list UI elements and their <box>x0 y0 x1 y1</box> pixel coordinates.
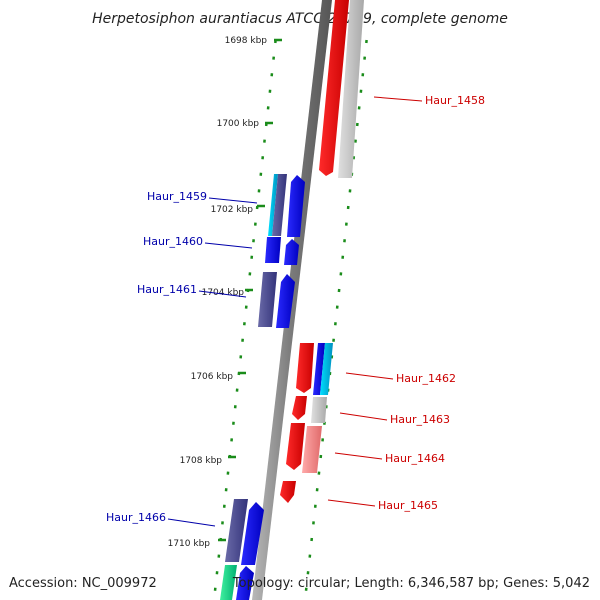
accession-text: Accession: NC_009972 <box>9 576 157 591</box>
reverse-strand-genes <box>220 174 305 600</box>
genome-summary-text: Topology: circular; Length: 6,346,587 bp… <box>232 576 590 591</box>
gene-label-haur-1461[interactable]: Haur_1461 <box>137 283 197 296</box>
gene-block-haur-1461[interactable] <box>258 272 277 327</box>
tick-label: 1704 kbp <box>202 288 245 298</box>
forward-gene-labels: Haur_1458 Haur_1462 Haur_1463 Haur_1464 … <box>327 94 485 512</box>
gene-arrow-haur-1459[interactable] <box>287 175 305 237</box>
gene-arrow-haur-1462[interactable] <box>296 343 314 393</box>
tick-label: 1702 kbp <box>211 205 254 215</box>
gene-label-haur-1462[interactable]: Haur_1462 <box>396 372 456 385</box>
gene-block-haur-1466[interactable] <box>225 499 248 562</box>
gene-label-haur-1463[interactable]: Haur_1463 <box>390 413 450 426</box>
gene-block-haur-1459[interactable] <box>272 174 287 236</box>
gene-label-haur-1465[interactable]: Haur_1465 <box>378 499 438 512</box>
reverse-gene-labels: Haur_1459 Haur_1460 Haur_1461 Haur_1466 <box>106 190 258 527</box>
leader-line <box>373 96 423 102</box>
gene-block-haur-1463[interactable] <box>311 397 327 423</box>
gene-block-haur-1462-blue[interactable] <box>313 343 325 395</box>
tick-label: 1700 kbp <box>217 119 260 129</box>
tick-label: 1710 kbp <box>168 539 211 549</box>
gene-label-haur-1460[interactable]: Haur_1460 <box>143 235 203 248</box>
leader-line <box>167 518 216 527</box>
gene-arrow-haur-1464[interactable] <box>286 423 305 470</box>
tick-label: 1708 kbp <box>180 456 223 466</box>
leader-line <box>345 372 394 380</box>
gene-arrow-bottom[interactable] <box>236 566 254 600</box>
gene-label-haur-1459[interactable]: Haur_1459 <box>147 190 207 203</box>
leader-line <box>334 452 383 460</box>
gene-arrow-haur-1465[interactable] <box>280 481 296 503</box>
gene-arrow-haur-1461[interactable] <box>276 274 295 328</box>
gene-block-haur-1460[interactable] <box>265 237 281 263</box>
gene-arrow-haur-1458[interactable] <box>319 0 349 176</box>
gene-arrow-haur-1463[interactable] <box>292 396 307 420</box>
gene-label-haur-1466[interactable]: Haur_1466 <box>106 511 166 524</box>
tick-label: 1698 kbp <box>225 36 268 46</box>
gene-block-green[interactable] <box>220 565 237 600</box>
leader-line <box>198 290 247 298</box>
gene-arrow-haur-1460[interactable] <box>284 239 299 265</box>
leader-line <box>339 412 388 421</box>
leader-line <box>204 242 253 249</box>
gene-block-haur-1462-cyan[interactable] <box>320 343 333 395</box>
gene-block-haur-1459-cyan[interactable] <box>268 174 278 236</box>
gene-block-haur-1464[interactable] <box>302 426 322 473</box>
leader-line <box>327 499 376 507</box>
gene-label-haur-1464[interactable]: Haur_1464 <box>385 452 445 465</box>
map-title: Herpetosiphon aurantiacus ATCC 23779, co… <box>92 11 508 27</box>
gene-block-haur-1458[interactable] <box>338 0 364 178</box>
gene-label-haur-1458[interactable]: Haur_1458 <box>425 94 485 107</box>
kbp-ticks: 1698 kbp 1700 kbp 1702 kbp 1704 kbp 1706… <box>168 36 282 549</box>
gene-arrow-haur-1466[interactable] <box>241 502 264 565</box>
tick-label: 1706 kbp <box>191 372 234 382</box>
forward-strand-genes <box>280 0 364 503</box>
leader-line <box>208 197 258 204</box>
